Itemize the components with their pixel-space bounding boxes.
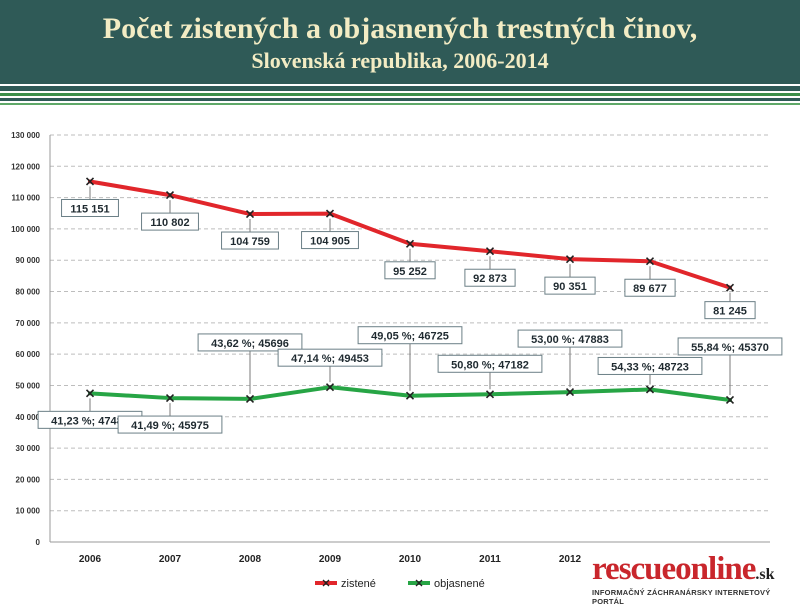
data-point-marker — [725, 283, 735, 292]
data-point-marker — [645, 257, 655, 266]
data-label: 89 677 — [633, 283, 667, 295]
header-banner — [0, 0, 800, 84]
data-point-marker — [565, 388, 575, 397]
data-label: 115 151 — [70, 203, 109, 215]
data-point-marker — [485, 247, 495, 256]
data-label-box — [677, 337, 783, 356]
data-point-marker — [245, 209, 255, 219]
data-label: 41,23 %; 47481 — [51, 415, 129, 427]
data-label-box — [464, 268, 516, 287]
data-label-box — [141, 212, 199, 231]
data-label-box — [384, 261, 436, 280]
x-tick-label: 2009 — [319, 554, 342, 565]
data-label-box — [704, 301, 756, 320]
data-point-marker — [245, 394, 255, 404]
page-title: Počet zistených a objasnených trestných … — [102, 12, 698, 45]
data-point-marker — [165, 191, 175, 200]
data-label: 49,05 %; 46725 — [371, 331, 449, 343]
data-point-marker — [485, 390, 495, 399]
data-label: 54,33 %; 48723 — [611, 361, 689, 373]
data-label: 43,62 %; 45696 — [211, 338, 289, 350]
data-label: 104 905 — [310, 236, 350, 248]
logo-tagline: INFORMAČNÝ ZÁCHRANÁRSKY INTERNETOVÝ PORT… — [592, 588, 771, 606]
data-point-marker — [405, 391, 415, 400]
data-label-box — [517, 329, 623, 348]
y-tick-label: 40 000 — [16, 413, 41, 422]
x-tick-label: 2011 — [479, 554, 501, 565]
divider-stripe — [0, 93, 800, 96]
y-tick-label: 100 000 — [11, 225, 40, 234]
data-label: 47,14 %; 49453 — [291, 353, 369, 365]
legend-label: objasnené — [434, 578, 485, 590]
y-tick-label: 50 000 — [16, 381, 41, 390]
data-label: 81 245 — [713, 306, 747, 318]
logo-wordmark: rescueonline.sk — [592, 552, 775, 592]
y-tick-label: 90 000 — [16, 256, 41, 265]
data-label-box — [117, 415, 223, 434]
x-tick-label: 2006 — [79, 554, 102, 565]
x-tick-label: 2010 — [399, 554, 422, 565]
data-point-marker — [325, 383, 335, 392]
data-label-box — [544, 276, 596, 295]
x-tick-label: 2007 — [159, 554, 182, 565]
y-tick-label: 120 000 — [11, 162, 40, 171]
data-point-marker — [85, 177, 95, 186]
data-label: 95 252 — [393, 266, 427, 278]
page-subtitle: Slovenská republika, 2006-2014 — [251, 48, 549, 73]
data-label-box — [197, 333, 303, 352]
data-label-box — [597, 356, 703, 375]
legend-marker — [322, 579, 330, 587]
data-label: 50,80 %; 47182 — [451, 359, 529, 371]
legend-marker — [415, 579, 423, 587]
divider-stripe — [0, 86, 800, 91]
y-tick-label: 80 000 — [16, 288, 41, 297]
data-label: 41,49 %; 45975 — [131, 420, 209, 432]
data-label-box — [221, 231, 279, 250]
y-tick-label: 60 000 — [16, 350, 41, 359]
data-point-marker — [565, 255, 575, 264]
data-point-marker — [725, 395, 735, 405]
data-label-box — [437, 354, 543, 373]
y-tick-label: 20 000 — [16, 475, 41, 484]
x-tick-label: 2012 — [559, 554, 582, 565]
data-label: 110 802 — [150, 217, 189, 229]
data-point-marker — [85, 389, 95, 398]
data-point-marker — [405, 239, 415, 248]
logo-suffix: .sk — [755, 566, 775, 583]
data-point-marker — [325, 209, 335, 218]
x-tick-label: 2008 — [239, 554, 262, 565]
divider-stripe — [0, 98, 800, 101]
y-tick-label: 10 000 — [16, 507, 41, 516]
y-tick-label: 70 000 — [16, 319, 41, 328]
y-tick-label: 30 000 — [16, 444, 41, 453]
logo-name: rescueonline — [592, 551, 756, 587]
data-label: 92 873 — [473, 273, 507, 285]
y-tick-label: 130 000 — [11, 131, 40, 140]
data-point-marker — [645, 385, 655, 394]
divider-stripe — [0, 103, 800, 105]
rescueonline-logo[interactable]: rescueonline.sk INFORMAČNÝ ZÁCHRANÁRSKY … — [588, 552, 798, 606]
data-label: 104 759 — [230, 236, 270, 248]
data-label-box — [277, 348, 383, 367]
data-label-box — [301, 231, 359, 250]
data-point-marker — [165, 393, 175, 403]
data-label: 55,84 %; 45370 — [691, 342, 769, 354]
y-tick-label: 110 000 — [12, 194, 41, 203]
data-label-box — [357, 326, 463, 345]
data-label: 90 351 — [553, 281, 587, 293]
data-label-box — [624, 278, 676, 297]
data-label: 53,00 %; 47883 — [531, 334, 609, 346]
y-tick-label: 0 — [36, 538, 41, 547]
data-label-box — [61, 198, 119, 217]
legend-label: zistené — [341, 578, 376, 590]
